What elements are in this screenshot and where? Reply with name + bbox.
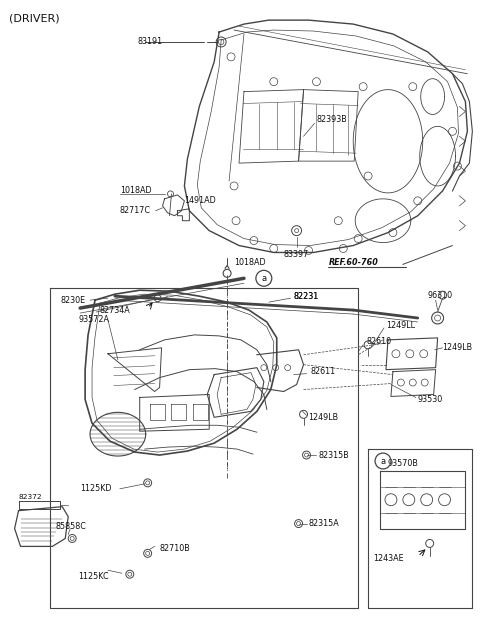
Text: a: a <box>261 274 266 283</box>
Text: 82372: 82372 <box>19 493 42 500</box>
Text: 1243AE: 1243AE <box>373 554 404 563</box>
Text: 85858C: 85858C <box>55 522 86 531</box>
Text: 82315B: 82315B <box>318 451 349 460</box>
Text: 83191: 83191 <box>138 38 163 47</box>
Text: 82717C: 82717C <box>120 206 151 215</box>
Text: 93570B: 93570B <box>388 460 419 468</box>
Text: REF.60-760: REF.60-760 <box>328 258 378 267</box>
Text: 82734A: 82734A <box>100 305 131 315</box>
Text: 1018AD: 1018AD <box>120 186 152 195</box>
Text: 1125KC: 1125KC <box>78 572 109 580</box>
Text: 82710B: 82710B <box>159 544 191 553</box>
Text: 1491AD: 1491AD <box>184 196 216 205</box>
Text: 1249LB: 1249LB <box>443 343 473 352</box>
Text: a: a <box>381 456 385 465</box>
Text: 8230E: 8230E <box>60 296 85 305</box>
Text: 82393B: 82393B <box>316 115 347 124</box>
Text: 82611: 82611 <box>311 367 336 376</box>
Text: 93572A: 93572A <box>78 316 109 324</box>
Text: 93530: 93530 <box>418 395 443 404</box>
Text: 82231: 82231 <box>294 292 319 301</box>
Text: 96310: 96310 <box>428 291 453 300</box>
Text: 82610: 82610 <box>366 337 391 346</box>
Text: (DRIVER): (DRIVER) <box>9 13 59 23</box>
Text: 1249LL: 1249LL <box>386 321 415 330</box>
Text: 82315A: 82315A <box>309 519 339 528</box>
Text: 1125KD: 1125KD <box>80 484 112 493</box>
Text: 83397: 83397 <box>284 250 309 259</box>
Text: 1249LB: 1249LB <box>309 413 339 422</box>
Text: 82231: 82231 <box>294 292 319 301</box>
Text: 1018AD: 1018AD <box>234 258 265 267</box>
